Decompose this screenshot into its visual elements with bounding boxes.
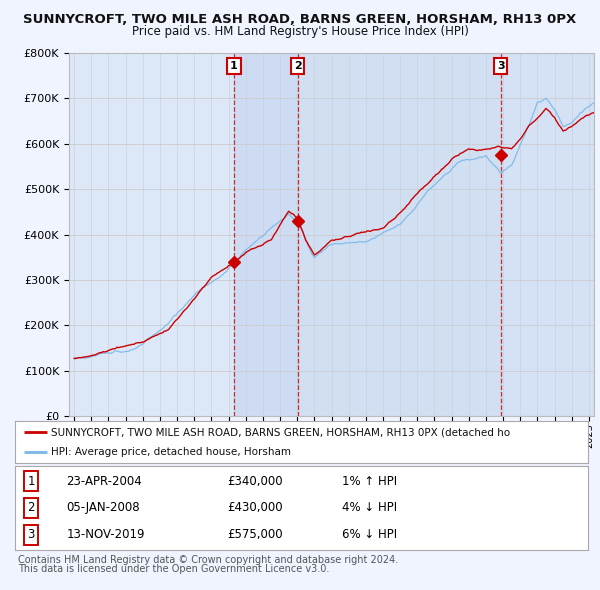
Text: 1: 1 <box>27 475 35 488</box>
Bar <box>501 53 594 416</box>
Text: 6% ↓ HPI: 6% ↓ HPI <box>341 528 397 541</box>
Text: £340,000: £340,000 <box>227 475 283 488</box>
Text: 3: 3 <box>28 528 35 541</box>
Text: HPI: Average price, detached house, Horsham: HPI: Average price, detached house, Hors… <box>50 447 290 457</box>
Text: 2: 2 <box>27 502 35 514</box>
Bar <box>298 53 501 416</box>
Text: 23-APR-2004: 23-APR-2004 <box>67 475 142 488</box>
Text: Price paid vs. HM Land Registry's House Price Index (HPI): Price paid vs. HM Land Registry's House … <box>131 25 469 38</box>
Text: 2: 2 <box>293 61 301 71</box>
Text: SUNNYCROFT, TWO MILE ASH ROAD, BARNS GREEN, HORSHAM, RH13 0PX: SUNNYCROFT, TWO MILE ASH ROAD, BARNS GRE… <box>23 13 577 26</box>
Text: 13-NOV-2019: 13-NOV-2019 <box>67 528 145 541</box>
Text: 3: 3 <box>497 61 505 71</box>
Text: 4% ↓ HPI: 4% ↓ HPI <box>341 502 397 514</box>
Text: This data is licensed under the Open Government Licence v3.0.: This data is licensed under the Open Gov… <box>18 564 329 574</box>
Text: SUNNYCROFT, TWO MILE ASH ROAD, BARNS GREEN, HORSHAM, RH13 0PX (detached ho: SUNNYCROFT, TWO MILE ASH ROAD, BARNS GRE… <box>50 427 509 437</box>
Text: 1: 1 <box>230 61 238 71</box>
Bar <box>234 53 298 416</box>
Text: 1% ↑ HPI: 1% ↑ HPI <box>341 475 397 488</box>
Text: £430,000: £430,000 <box>227 502 283 514</box>
Text: 05-JAN-2008: 05-JAN-2008 <box>67 502 140 514</box>
Text: Contains HM Land Registry data © Crown copyright and database right 2024.: Contains HM Land Registry data © Crown c… <box>18 555 398 565</box>
Text: £575,000: £575,000 <box>227 528 283 541</box>
